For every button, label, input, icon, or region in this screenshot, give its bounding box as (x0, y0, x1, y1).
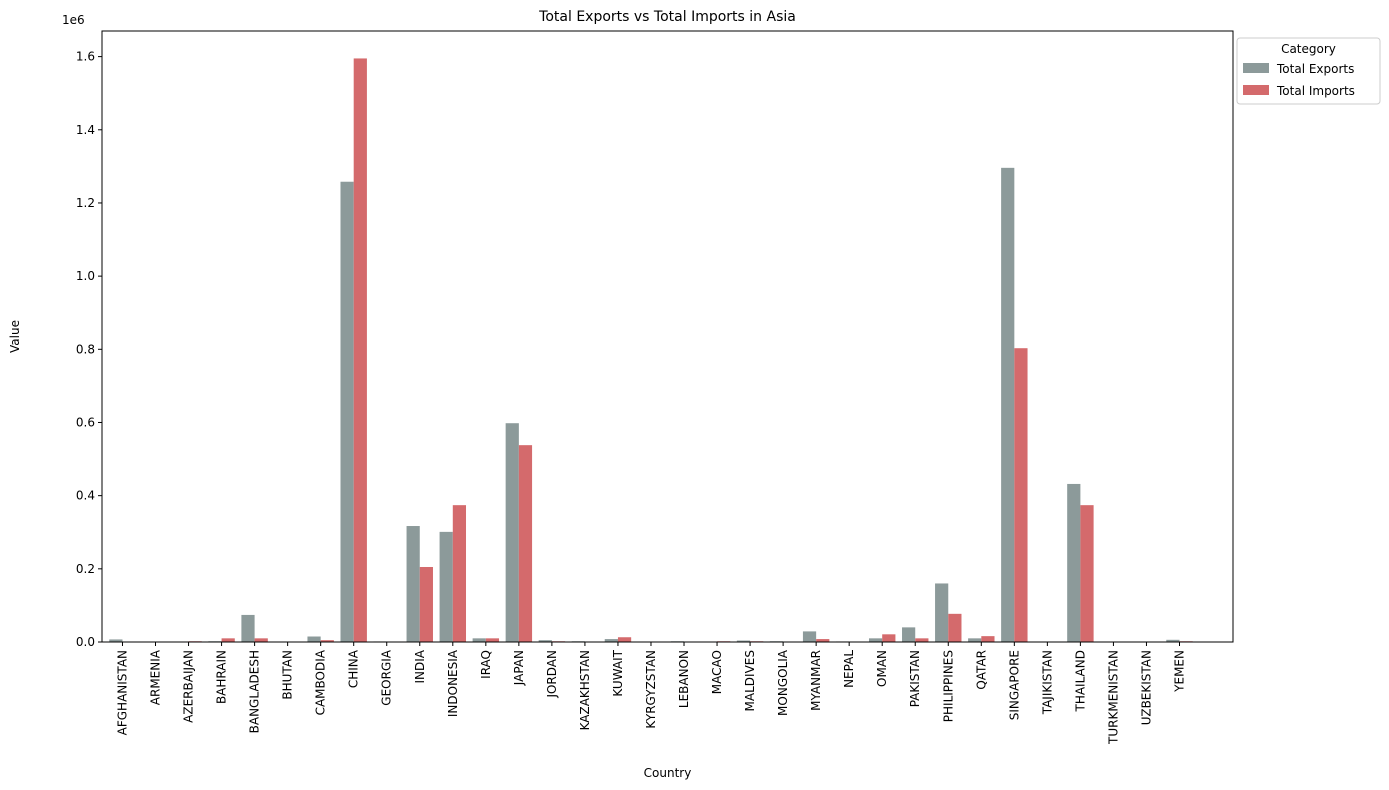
x-tick-label: THAILAND (1073, 650, 1087, 713)
bar-exports (1166, 639, 1180, 642)
legend-title: Category (1281, 42, 1336, 56)
bar-exports (802, 631, 817, 642)
legend-label-exports: Total Exports (1276, 62, 1354, 76)
bar-exports (1001, 167, 1015, 643)
bar-exports (406, 526, 420, 642)
bar-exports (868, 638, 883, 642)
bar-exports (472, 638, 486, 642)
x-tick-label: OMAN (875, 650, 889, 687)
legend-box (1236, 37, 1381, 105)
x-tick-label: UZBEKISTAN (1139, 650, 1153, 725)
y-tick-label: 0.8 (76, 342, 95, 356)
bar-exports (1067, 483, 1081, 642)
x-tick-label: INDONESIA (446, 649, 460, 717)
x-tick-label: ARMENIA (149, 649, 163, 705)
bar-imports (353, 58, 367, 642)
x-tick-label: PHILIPPINES (941, 650, 955, 722)
x-tick-label: MACAO (710, 650, 724, 694)
y-tick-label: 1.2 (76, 196, 95, 210)
bar-exports (968, 638, 982, 642)
bar-exports (604, 639, 618, 642)
x-tick-label: JORDAN (545, 650, 559, 699)
legend-swatch-imports (1243, 85, 1269, 95)
y-axis-offset-label: 1e6 (62, 13, 85, 27)
bar-imports (948, 613, 962, 642)
y-tick-label: 1.4 (76, 123, 95, 137)
bar-imports (1014, 348, 1028, 642)
x-tick-label: INDIA (413, 649, 427, 683)
bar-imports (254, 638, 268, 642)
bar-imports (518, 445, 533, 642)
bar-exports (505, 423, 519, 642)
bar-imports (485, 638, 500, 642)
bar-exports (307, 636, 321, 642)
x-tick-label: TURKMENISTAN (1106, 650, 1120, 745)
chart-title: Total Exports vs Total Imports in Asia (538, 9, 796, 25)
x-tick-label: AZERBAIJAN (182, 650, 196, 723)
x-tick-label: MALDIVES (743, 650, 757, 711)
x-tick-label: GEORGIA (380, 649, 394, 706)
bar-imports (452, 505, 467, 642)
y-tick-label: 0.2 (76, 562, 95, 576)
x-tick-label: IRAQ (479, 650, 493, 679)
bar-exports (241, 614, 255, 642)
bar-imports (816, 639, 830, 642)
bar-exports (340, 181, 354, 642)
plot-frame (101, 30, 1234, 643)
bar-imports (981, 636, 995, 642)
x-tick-label: CHINA (347, 649, 361, 688)
y-tick-label: 1.0 (76, 269, 95, 283)
x-tick-label: QATAR (974, 650, 988, 690)
x-tick-label: BHUTAN (281, 650, 295, 700)
bar-imports (882, 634, 896, 642)
x-tick-label: BAHRAIN (215, 650, 229, 704)
x-tick-label: YEMEN (1172, 650, 1186, 693)
x-tick-label: SINGAPORE (1007, 650, 1021, 720)
x-tick-label: MONGOLIA (776, 649, 790, 716)
y-tick-label: 0.4 (76, 489, 95, 503)
y-tick-label: 1.6 (76, 50, 95, 64)
bar-imports (419, 566, 433, 642)
bar-exports (109, 639, 123, 642)
x-tick-label: JAPAN (512, 650, 526, 686)
x-tick-label: PAKISTAN (908, 650, 922, 707)
x-tick-label: LEBANON (677, 650, 691, 708)
x-tick-label: KUWAIT (611, 649, 625, 696)
bar-exports (439, 531, 453, 642)
x-tick-label: AFGHANISTAN (115, 650, 129, 735)
x-tick-label: TAJIKISTAN (1040, 650, 1054, 715)
x-tick-label: KYRGYZSTAN (644, 650, 658, 729)
x-tick-label: MYANMAR (809, 650, 823, 711)
legend-label-imports: Total Imports (1276, 84, 1355, 98)
bar-imports (915, 638, 929, 642)
bar-imports (1080, 505, 1094, 642)
bar-exports (935, 583, 949, 642)
bar-exports (538, 640, 552, 642)
y-axis-label: Value (8, 320, 22, 353)
bar-exports (736, 640, 751, 642)
bar-imports (221, 638, 235, 642)
x-tick-label: KAZAKHSTAN (578, 650, 592, 730)
bar-exports (902, 627, 916, 642)
x-ticks: AFGHANISTAN ARMENIA AZERBAIJAN BAHRAIN BANGL… (115, 642, 1186, 745)
x-axis-label: Country (644, 766, 692, 780)
y-ticks: 0.0 0.2 0.4 0.6 0.8 1.0 1.2 1.4 1.6 (76, 50, 102, 649)
legend: Category Total Exports Total Imports (1236, 37, 1381, 105)
x-tick-label: BANGLADESH (248, 650, 262, 733)
y-tick-label: 0.0 (76, 635, 95, 649)
bars-group (109, 58, 1193, 643)
x-tick-label: NEPAL (842, 650, 856, 688)
x-tick-label: CAMBODIA (314, 649, 328, 715)
bar-imports (320, 640, 334, 642)
y-tick-label: 0.6 (76, 415, 95, 429)
bar-imports (617, 637, 632, 642)
legend-swatch-exports (1243, 63, 1269, 73)
